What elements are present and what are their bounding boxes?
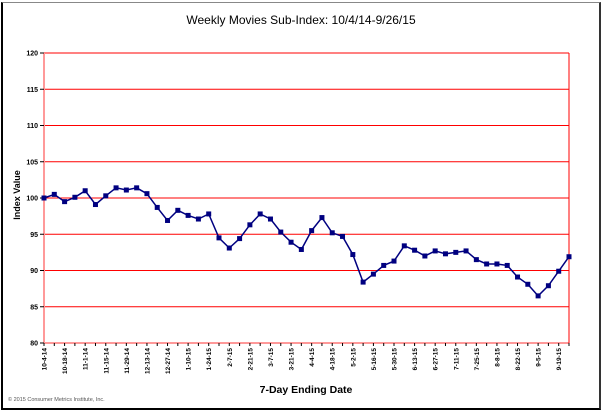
x-tick-label: 8-8-15 bbox=[494, 348, 501, 367]
y-tick-label: 120 bbox=[26, 51, 38, 58]
data-point-marker bbox=[525, 281, 531, 287]
y-axis-ticks: 80 85 90 95 100 105 110 115 120 bbox=[26, 51, 44, 348]
x-tick-label: 11-1-14 bbox=[83, 348, 90, 370]
data-point-marker bbox=[515, 274, 521, 280]
y-tick-label: 115 bbox=[27, 87, 38, 94]
y-tick-label: 100 bbox=[26, 196, 38, 203]
y-tick-label: 105 bbox=[26, 159, 38, 166]
x-tick-label: 12-13-14 bbox=[144, 348, 151, 374]
x-tick-label: 3-7-15 bbox=[268, 348, 275, 367]
data-point-marker bbox=[247, 222, 253, 228]
data-point-marker bbox=[360, 279, 366, 285]
data-point-marker bbox=[288, 239, 294, 245]
series-line bbox=[43, 186, 570, 297]
x-tick-label: 3-21-15 bbox=[289, 348, 296, 371]
x-tick-label: 5-16-15 bbox=[371, 348, 378, 371]
data-point-marker bbox=[319, 215, 325, 221]
x-tick-label: 7-11-15 bbox=[453, 348, 460, 370]
x-axis-label: 7-Day Ending Date bbox=[259, 384, 353, 396]
chart-title: Weekly Movies Sub-Index: 10/4/14-9/26/15 bbox=[186, 13, 416, 27]
data-point-marker bbox=[463, 248, 469, 254]
data-point-marker bbox=[556, 268, 562, 274]
x-tick-label: 6-13-15 bbox=[412, 348, 419, 371]
data-point-marker bbox=[175, 207, 181, 213]
x-tick-label: 4-18-15 bbox=[330, 348, 337, 371]
data-point-marker bbox=[237, 236, 243, 242]
data-point-marker bbox=[195, 216, 201, 222]
data-point-marker bbox=[165, 217, 171, 223]
data-point-marker bbox=[72, 194, 78, 200]
x-tick-label: 1-24-15 bbox=[206, 348, 213, 371]
y-tick-label: 90 bbox=[30, 268, 38, 275]
x-tick-label: 1-10-15 bbox=[186, 348, 193, 371]
data-point-marker bbox=[381, 262, 387, 268]
data-point-marker bbox=[134, 185, 140, 191]
data-point-marker bbox=[329, 230, 335, 236]
data-point-marker bbox=[401, 243, 407, 249]
data-point-marker bbox=[453, 249, 459, 255]
data-point-marker bbox=[206, 211, 212, 217]
x-tick-label: 2-7-15 bbox=[227, 348, 234, 367]
x-tick-label: 10-4-14 bbox=[42, 348, 49, 371]
data-point-marker bbox=[535, 293, 541, 299]
data-point-marker bbox=[545, 283, 551, 289]
y-tick-label: 95 bbox=[30, 232, 38, 239]
x-tick-label: 7-25-15 bbox=[474, 348, 481, 371]
data-point-marker bbox=[257, 211, 263, 217]
data-point-marker bbox=[442, 251, 448, 257]
data-point-marker bbox=[62, 199, 68, 205]
x-tick-label: 9-19-15 bbox=[556, 348, 563, 371]
y-tick-label: 80 bbox=[30, 341, 38, 348]
x-tick-label: 6-27-15 bbox=[433, 348, 440, 371]
data-point-marker bbox=[123, 187, 129, 193]
data-point-marker bbox=[432, 248, 438, 254]
y-tick-label: 85 bbox=[30, 304, 38, 311]
data-point-marker bbox=[216, 235, 222, 241]
x-tick-label: 9-5-15 bbox=[536, 348, 543, 367]
data-point-marker bbox=[113, 185, 119, 191]
x-tick-label: 8-22-15 bbox=[515, 348, 522, 371]
data-point-marker bbox=[422, 253, 428, 259]
data-point-marker bbox=[412, 247, 418, 253]
x-axis-ticks: 10-4-14 10-18-14 11-1-14 11-15-14 11-29-14 12… bbox=[42, 343, 570, 374]
data-point-marker bbox=[370, 271, 376, 277]
data-point-marker bbox=[92, 202, 98, 208]
data-point-marker bbox=[484, 261, 490, 267]
x-tick-label: 11-29-14 bbox=[124, 348, 131, 374]
x-tick-label: 10-18-14 bbox=[62, 348, 69, 374]
data-point-marker bbox=[566, 254, 572, 260]
data-point-marker bbox=[340, 233, 346, 239]
data-point-marker bbox=[350, 252, 356, 258]
data-point-marker bbox=[309, 228, 315, 234]
data-point-marker bbox=[494, 261, 500, 267]
x-tick-label: 5-2-15 bbox=[350, 348, 357, 367]
gridlines bbox=[43, 52, 570, 344]
x-tick-label: 12-27-14 bbox=[165, 348, 172, 374]
data-point-marker bbox=[298, 246, 304, 252]
data-series-line bbox=[41, 185, 572, 299]
x-tick-label: 5-30-15 bbox=[392, 348, 399, 371]
data-point-marker bbox=[278, 229, 284, 235]
data-point-marker bbox=[267, 216, 273, 222]
data-point-marker bbox=[185, 212, 191, 218]
data-point-marker bbox=[226, 245, 232, 251]
data-point-marker bbox=[41, 195, 47, 201]
data-point-marker bbox=[144, 191, 150, 197]
x-tick-label: 11-15-14 bbox=[103, 348, 110, 374]
data-point-marker bbox=[391, 258, 397, 264]
x-tick-label: 2-21-15 bbox=[247, 348, 254, 371]
data-point-marker bbox=[504, 262, 510, 268]
data-point-marker bbox=[103, 193, 109, 199]
copyright-notice: © 2015 Consumer Metrics Institute, Inc. bbox=[8, 397, 105, 403]
x-tick-label: 4-4-15 bbox=[309, 348, 316, 367]
data-point-marker bbox=[473, 257, 479, 263]
data-point-marker bbox=[51, 191, 57, 197]
y-tick-label: 110 bbox=[27, 123, 38, 130]
data-point-marker bbox=[82, 188, 88, 194]
data-point-marker bbox=[154, 204, 160, 210]
